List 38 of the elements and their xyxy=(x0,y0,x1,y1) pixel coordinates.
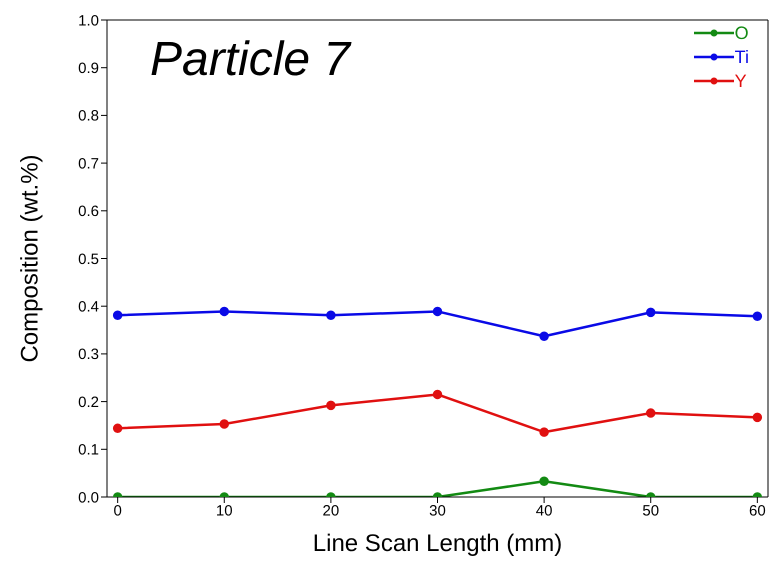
point xyxy=(646,408,656,418)
point xyxy=(432,390,442,400)
legend-label: Y xyxy=(734,70,747,92)
y-tick-label: 0.1 xyxy=(78,442,99,459)
y-tick-label: 1.0 xyxy=(78,12,99,30)
x-tick-label: 20 xyxy=(322,502,340,520)
y-tick-label: 0.4 xyxy=(78,298,99,316)
y-tick-label: 0.5 xyxy=(78,250,99,268)
x-axis-title: Line Scan Length (mm) xyxy=(312,530,562,557)
legend-label: O xyxy=(734,22,749,44)
y-tick-label: 0.0 xyxy=(78,489,99,506)
x-tick-label: 50 xyxy=(642,502,660,520)
legend-label: Ti xyxy=(734,46,749,68)
point xyxy=(112,424,122,434)
point xyxy=(539,332,549,341)
y-tick-label: 0.2 xyxy=(78,394,99,411)
y-tick-label: 0.3 xyxy=(78,346,99,364)
y-tick-label: 0.9 xyxy=(78,60,99,78)
chart-title: Particle 7 xyxy=(150,32,350,87)
point xyxy=(646,308,656,318)
y-tick-label: 0.6 xyxy=(78,203,99,220)
point xyxy=(326,310,336,320)
x-tick-label: 60 xyxy=(748,502,766,520)
y-tick-label: 0.8 xyxy=(78,108,99,125)
point xyxy=(752,311,762,321)
point xyxy=(432,306,442,316)
y-axis-title: Composition (wt.%) xyxy=(16,154,44,363)
point xyxy=(539,427,549,437)
point xyxy=(112,310,122,320)
x-tick-label: 30 xyxy=(429,502,446,520)
x-tick-label: 0 xyxy=(113,502,122,520)
point xyxy=(220,419,230,429)
y-tick-label: 0.7 xyxy=(78,155,99,172)
x-tick-label: 10 xyxy=(216,502,233,520)
point xyxy=(220,306,230,316)
point xyxy=(326,400,336,410)
point xyxy=(752,412,762,422)
x-tick-label: 40 xyxy=(536,502,552,520)
